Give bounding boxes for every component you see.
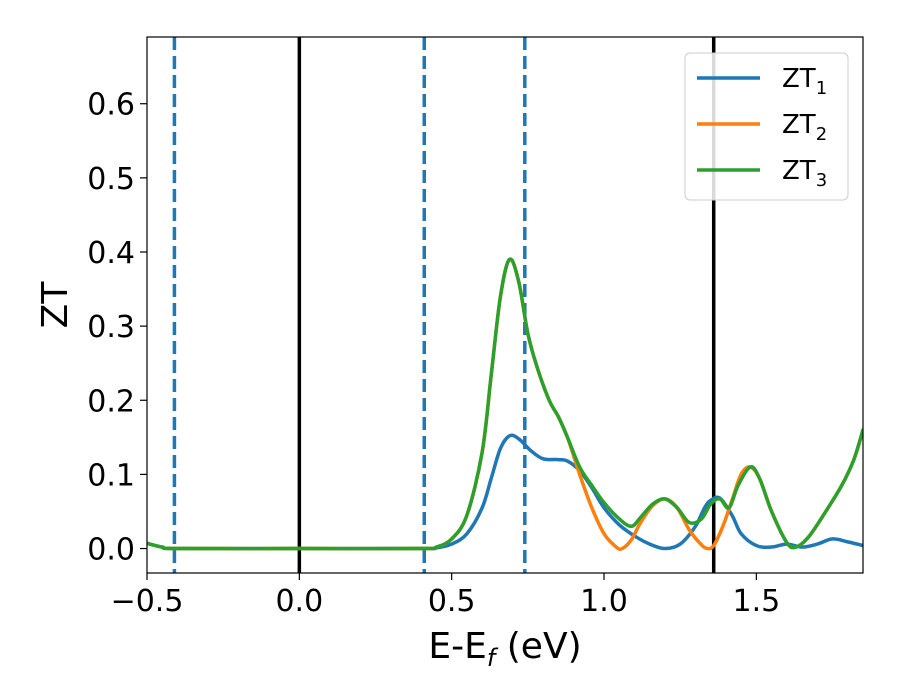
x-tick-label-1: −0.5: [111, 584, 184, 619]
reference-lines: [172, 37, 716, 573]
legend-box: [684, 52, 849, 201]
y-tick-label-3: 0.2: [87, 384, 135, 419]
series-line-3: [147, 257, 863, 551]
x-axis-label: E-Ef (eV): [428, 626, 581, 672]
series-line-1: [147, 433, 863, 551]
y-tick-label-1: 0.0: [87, 533, 135, 568]
x-axis-ticks: −0.5 0.0 0.5 1.0 1.5: [111, 573, 781, 619]
x-tick-label-2: 0.0: [275, 584, 323, 619]
y-tick-label-6: 0.5: [87, 162, 135, 197]
legend-label-2: ZT2: [782, 110, 827, 145]
y-tick-label-7: 0.6: [87, 88, 135, 123]
x-tick-label-3: 0.5: [428, 584, 476, 619]
y-tick-label-4: 0.3: [87, 310, 135, 345]
legend-label-1: ZT1: [782, 64, 827, 99]
x-tick-label-4: 1.0: [580, 584, 628, 619]
legend-label-3: ZT3: [782, 156, 827, 191]
y-axis-label: ZT: [35, 281, 76, 329]
y-tick-label-2: 0.1: [87, 458, 135, 493]
series-lines: [147, 257, 863, 551]
plot-frame: [146, 36, 864, 574]
y-tick-label-5: 0.4: [87, 236, 135, 271]
legend: ZT1 ZT2 ZT3: [684, 52, 849, 201]
y-axis-ticks: 0.0 0.1 0.2 0.3 0.4 0.5 0.6: [87, 88, 147, 568]
series-line-2: [147, 257, 863, 551]
x-tick-label-5: 1.5: [733, 584, 781, 619]
